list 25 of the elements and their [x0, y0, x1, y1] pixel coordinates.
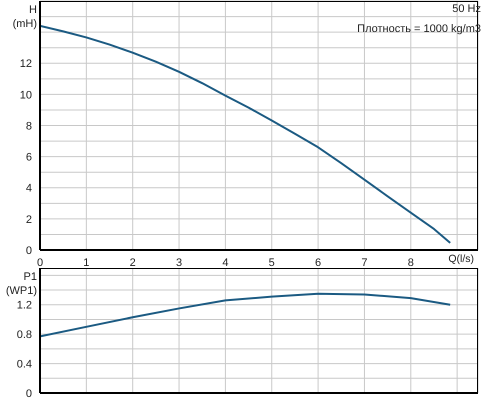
- y-tick-label: 12: [20, 58, 32, 70]
- x-tick-label: 3: [176, 256, 182, 269]
- y-tick-label: 6: [26, 152, 32, 164]
- y-tick-label: 0: [26, 244, 32, 257]
- y-tick-label: 2: [26, 214, 32, 226]
- x-tick-label: 2: [130, 256, 136, 269]
- y-axis-title: P1 (WP1): [6, 271, 37, 297]
- y-axis-title: H (mH): [12, 4, 38, 30]
- y-tick-label: 0.4: [16, 358, 32, 370]
- x-tick-label: 1: [83, 256, 90, 269]
- y-tick-label: 0.8: [16, 329, 32, 342]
- y-tick-label: 1.2: [16, 300, 32, 312]
- x-tick-label: 8: [408, 256, 414, 269]
- x-tick-label: 5: [268, 256, 275, 269]
- x-tick-label: 6: [315, 256, 322, 269]
- line-series: [40, 24, 452, 244]
- y-tick-label: 8: [26, 120, 32, 132]
- x-tick-label: 7: [361, 256, 368, 269]
- y-tick-label: 0: [26, 388, 32, 400]
- x-axis-title: Q(l/s): [448, 253, 474, 265]
- x-tick-label: 0: [36, 256, 44, 269]
- y-tick-label: 10: [20, 89, 32, 102]
- x-tick-label: 4: [222, 256, 228, 269]
- line-series: [40, 292, 452, 338]
- y-tick-label: 4: [26, 182, 32, 195]
